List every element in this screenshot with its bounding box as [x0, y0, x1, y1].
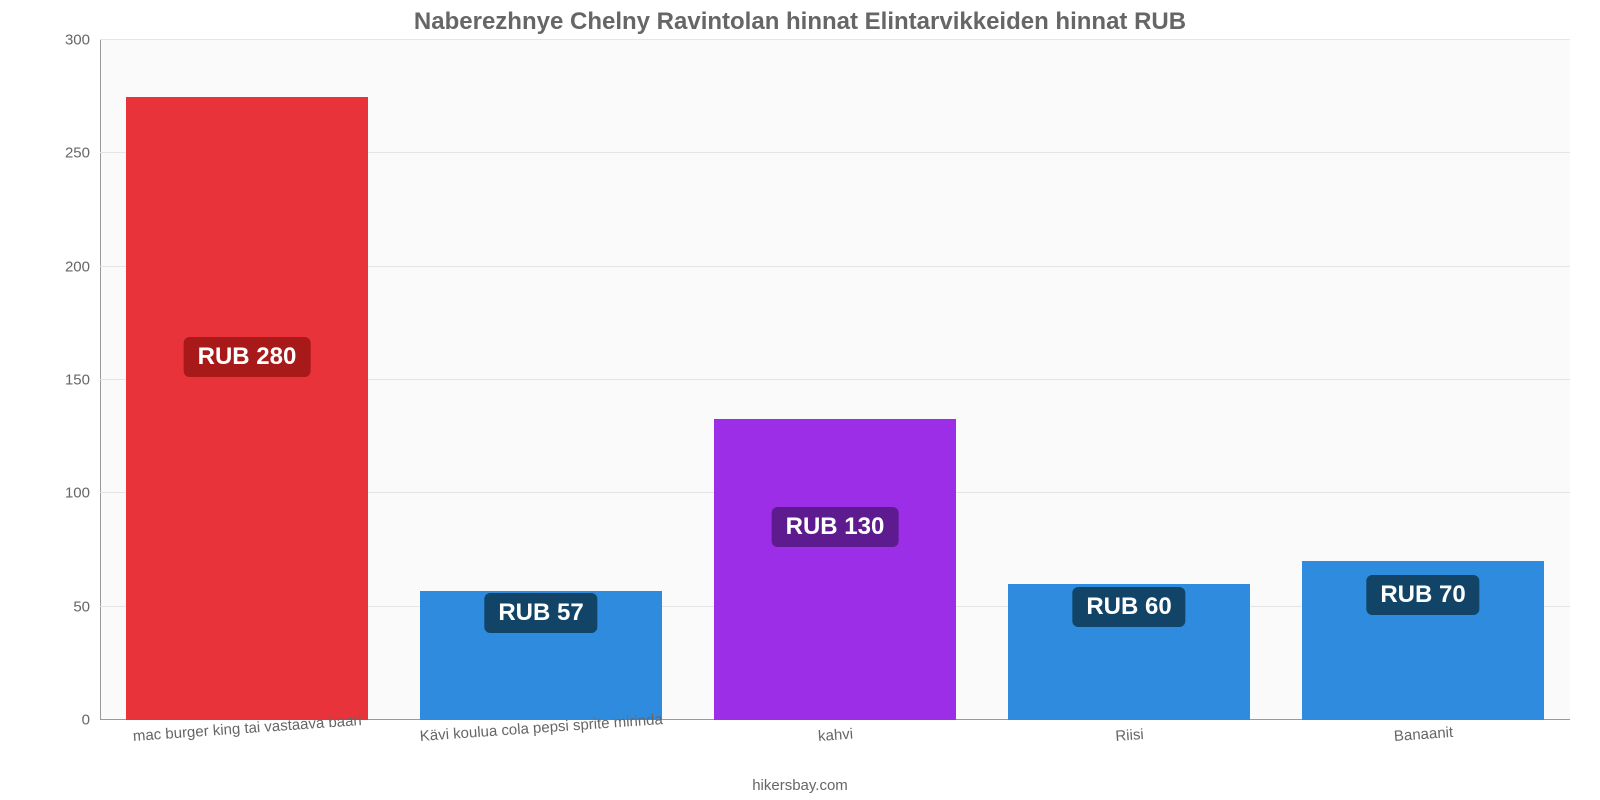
value-badge: RUB 280 [184, 337, 311, 377]
value-badge: RUB 57 [484, 593, 597, 633]
x-label-slot: mac burger king tai vastaava baari [100, 722, 394, 782]
bars-container: RUB 280 RUB 57 RUB 130 RUB 60 RUB 70 [100, 40, 1570, 720]
value-badge: RUB 130 [772, 507, 899, 547]
x-label-slot: Riisi [982, 722, 1276, 782]
bar-slot: RUB 70 [1276, 40, 1570, 720]
y-tick-label: 200 [65, 258, 100, 275]
bar-slot: RUB 130 [688, 40, 982, 720]
y-tick-label: 0 [82, 712, 100, 729]
plot-area: 050100150200250300 RUB 280RUB 57RUB 130R… [100, 40, 1570, 720]
x-label-slot: kahvi [688, 722, 982, 782]
x-label-slot: Kävi koulua cola pepsi sprite mirinda [394, 722, 688, 782]
x-labels: mac burger king tai vastaava baariKävi k… [100, 722, 1570, 782]
y-tick-label: 150 [65, 372, 100, 389]
x-label-slot: Banaanit [1276, 722, 1570, 782]
price-bar-chart: Naberezhnye Chelny Ravintolan hinnat Eli… [0, 0, 1600, 800]
x-category-label: Banaanit [1393, 724, 1453, 745]
bar-slot: RUB 280 [100, 40, 394, 720]
x-category-label: Riisi [1115, 726, 1144, 745]
chart-title: Naberezhnye Chelny Ravintolan hinnat Eli… [0, 8, 1600, 36]
bar [714, 419, 955, 720]
bar-slot: RUB 57 [394, 40, 688, 720]
y-tick-label: 250 [65, 145, 100, 162]
attribution-text: hikersbay.com [0, 777, 1600, 794]
y-tick-label: 300 [65, 32, 100, 49]
y-tick-label: 50 [73, 598, 100, 615]
bar [126, 97, 367, 720]
value-badge: RUB 70 [1366, 575, 1479, 615]
x-category-label: kahvi [817, 726, 853, 745]
y-tick-label: 100 [65, 485, 100, 502]
bar-slot: RUB 60 [982, 40, 1276, 720]
value-badge: RUB 60 [1072, 587, 1185, 627]
